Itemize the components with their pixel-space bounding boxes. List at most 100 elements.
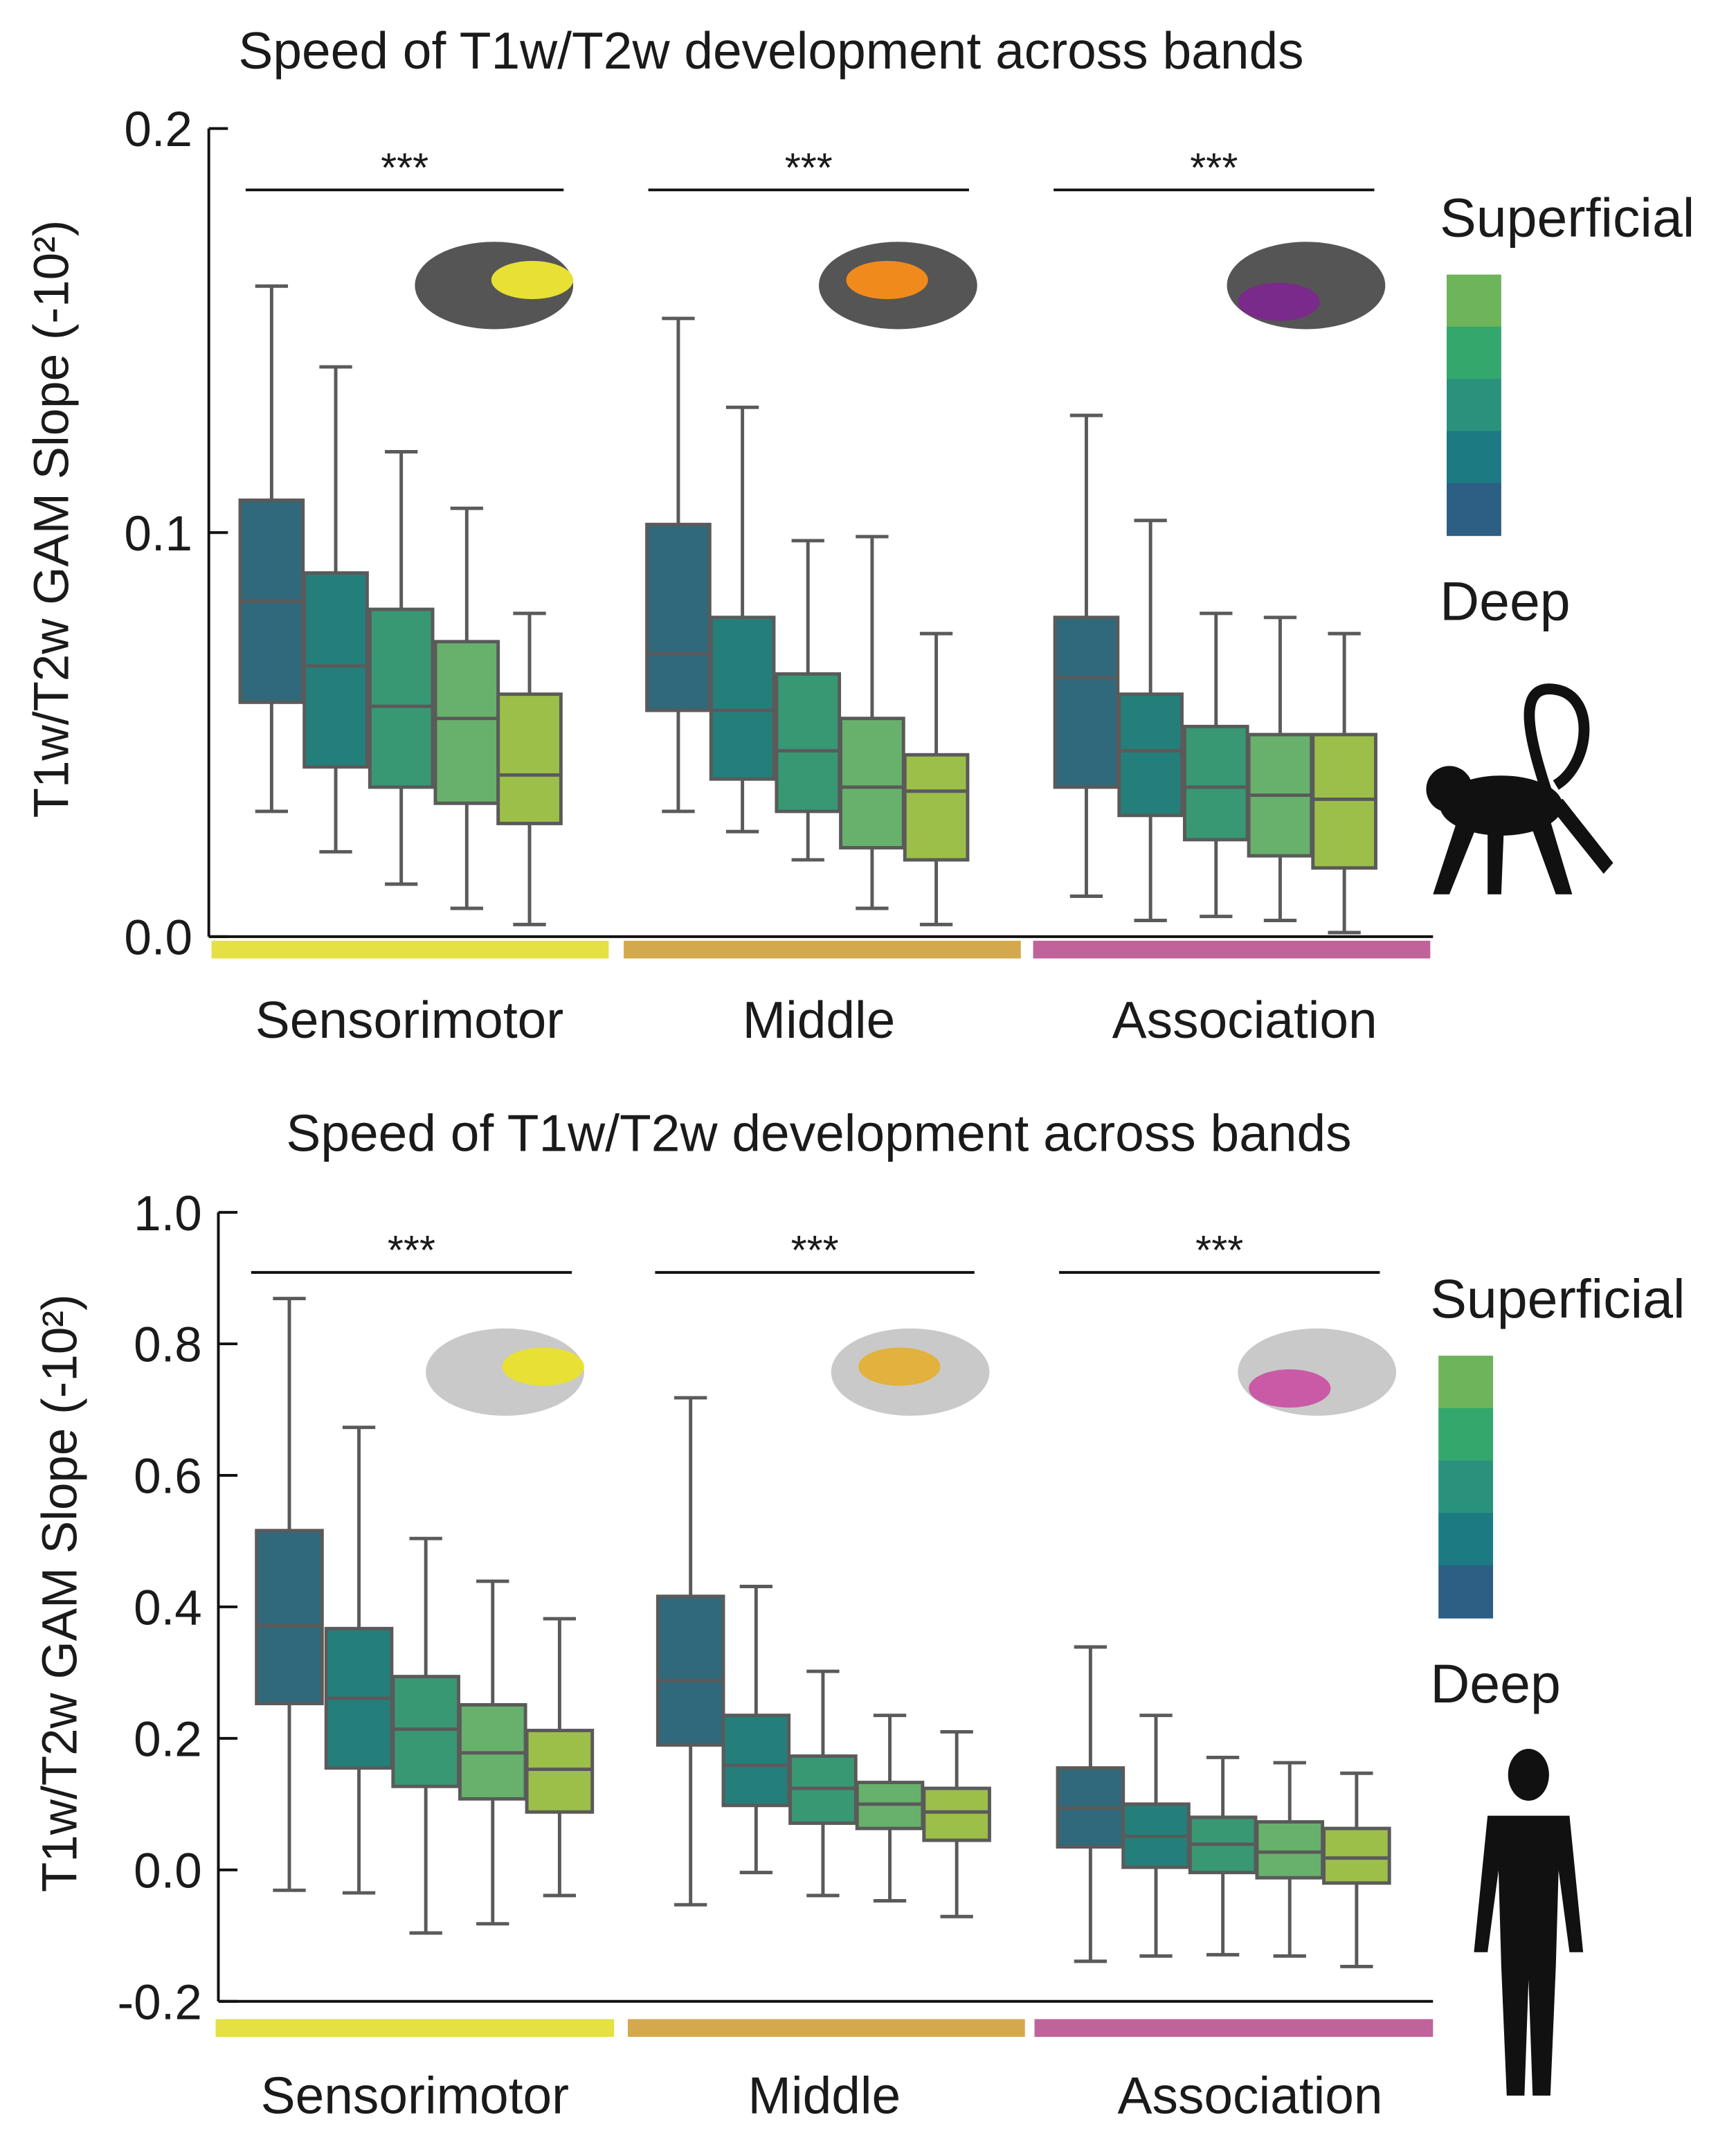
box-iqr (709, 615, 776, 781)
significance-label: *** (791, 1227, 839, 1273)
human-body (1474, 1815, 1584, 2096)
box-sensorimotor-5 (496, 611, 563, 926)
chart-title: Speed of T1w/T2w development across band… (238, 21, 1303, 80)
legend-color-swatch (1438, 1565, 1494, 1619)
box-iqr (391, 1675, 460, 1788)
box-iqr (721, 1714, 791, 1808)
band-color-bar (1033, 940, 1431, 959)
legend-color-swatch (1438, 1460, 1494, 1514)
box-iqr (496, 692, 563, 825)
y-tick-label: -0.2 (118, 1975, 202, 2030)
category-label: Sensorimotor (261, 2066, 569, 2124)
box-association-2 (1121, 1714, 1191, 1958)
box-association-1 (1053, 413, 1120, 898)
human-head (1508, 1749, 1549, 1801)
legend-color-swatch (1447, 274, 1501, 327)
significance-label: *** (785, 145, 833, 191)
box-iqr (368, 607, 435, 789)
chart-title: Speed of T1w/T2w development across band… (286, 1104, 1351, 1162)
box-middle-4 (855, 1714, 925, 1903)
category-label: Middle (748, 2066, 901, 2124)
legend-top-label: Superficial (1430, 1268, 1685, 1329)
legend-color-swatch (1447, 483, 1501, 537)
box-iqr (433, 640, 500, 805)
y-axis-label: T1w/T2w GAM Slope (-10²) (25, 220, 80, 818)
chart-panel-2: Speed of T1w/T2w development across band… (33, 1104, 1685, 2124)
brain-map-icon (415, 242, 574, 330)
box-sensorimotor-2 (302, 365, 369, 854)
box-middle-4 (839, 534, 905, 910)
brain-band-highlight (846, 260, 928, 300)
category-label: Middle (743, 991, 896, 1049)
monkey-legs (1433, 798, 1613, 894)
monkey-head (1426, 766, 1473, 813)
brain-band-highlight (491, 260, 574, 300)
box-iqr (1311, 732, 1377, 870)
y-tick-label: 0.4 (134, 1581, 202, 1636)
significance-label: *** (388, 1227, 435, 1273)
legend-top-label: Superficial (1440, 187, 1694, 248)
brain-map-icon (819, 242, 977, 330)
y-tick-label: 0.8 (134, 1318, 202, 1373)
box-sensorimotor-2 (324, 1426, 394, 1895)
box-iqr (1117, 692, 1184, 818)
box-association-3 (1182, 611, 1249, 919)
box-middle-2 (721, 1585, 791, 1875)
y-tick-label: 0.2 (124, 102, 192, 157)
legend-color-swatch (1447, 326, 1501, 380)
monkey-tail (1523, 683, 1590, 801)
category-label: Association (1118, 2066, 1383, 2124)
box-iqr (839, 717, 905, 849)
box-iqr (1322, 1826, 1391, 1885)
band-color-bar (627, 2019, 1025, 2038)
legend-color-swatch (1438, 1513, 1494, 1567)
box-iqr (302, 571, 369, 769)
box-sensorimotor-3 (391, 1536, 460, 1935)
box-middle-1 (645, 316, 712, 813)
box-association-1 (1056, 1645, 1125, 1963)
legend-color-swatch (1438, 1408, 1494, 1462)
significance-label: *** (381, 145, 428, 191)
brain-band-highlight (502, 1347, 584, 1386)
box-iqr (922, 1786, 991, 1842)
y-tick-label: 0.0 (134, 1844, 202, 1898)
box-sensorimotor-4 (433, 506, 500, 910)
category-label: Sensorimotor (255, 991, 563, 1049)
box-association-4 (1247, 615, 1314, 922)
band-color-bar (1034, 2019, 1434, 2038)
box-association-5 (1322, 1771, 1391, 1968)
box-sensorimotor-4 (458, 1579, 527, 1926)
legend-color-swatch (1447, 431, 1501, 484)
box-middle-3 (775, 539, 842, 862)
y-tick-label: 1.0 (134, 1187, 202, 1241)
box-middle-5 (903, 631, 970, 926)
brain-map-icon (1238, 1328, 1397, 1416)
box-association-3 (1188, 1755, 1258, 1957)
legend-color-swatch (1438, 1356, 1494, 1409)
monkey-icon (1426, 683, 1613, 894)
box-association-5 (1311, 631, 1377, 935)
box-iqr (1182, 724, 1249, 842)
y-tick-label: 0.6 (134, 1450, 202, 1504)
y-tick-label: 0.0 (124, 910, 192, 965)
box-middle-1 (655, 1396, 725, 1907)
box-association-2 (1117, 519, 1184, 922)
box-sensorimotor-1 (255, 1297, 324, 1892)
box-iqr (655, 1594, 725, 1747)
band-color-bar (211, 940, 609, 959)
box-sensorimotor-3 (368, 450, 435, 886)
human-icon (1474, 1749, 1584, 2096)
category-label: Association (1112, 991, 1377, 1049)
box-iqr (1255, 1820, 1325, 1880)
box-iqr (255, 1529, 324, 1706)
box-iqr (903, 753, 970, 862)
box-iqr (1053, 615, 1120, 789)
brain-band-highlight (1249, 1369, 1331, 1408)
brain-map-icon (426, 1328, 584, 1416)
box-association-4 (1255, 1761, 1325, 1958)
box-middle-3 (788, 1669, 858, 1898)
significance-label: *** (1195, 1227, 1243, 1273)
brain-map-icon (1227, 242, 1386, 330)
brain-band-highlight (1238, 282, 1320, 321)
